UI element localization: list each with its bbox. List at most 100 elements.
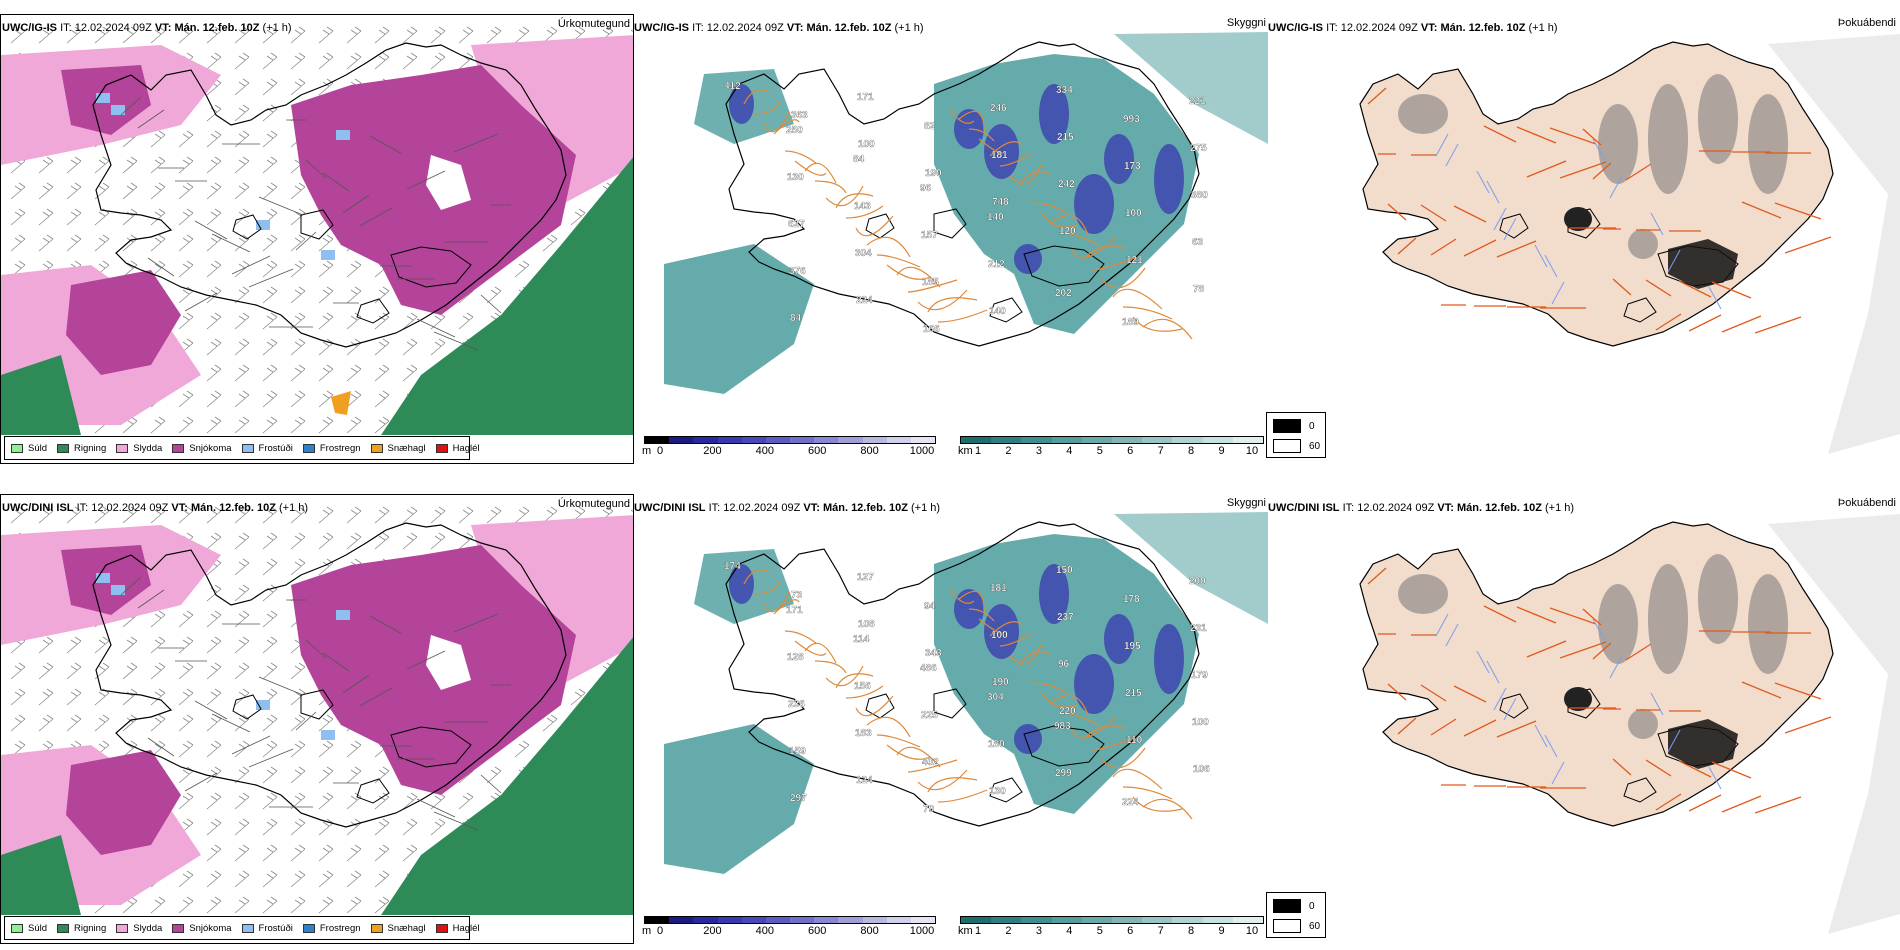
panel-title-fog-row1: UWC/IG-IS IT: 12.02.2024 09Z VT: Mán. 12… [1268, 22, 1558, 34]
wind-barb [290, 286, 306, 304]
ceiling-value-label: 166 [923, 324, 940, 335]
river-line [1476, 650, 1490, 674]
ceiling-value-label: 143 [854, 201, 871, 212]
road-line [147, 737, 175, 757]
wind-barb [178, 390, 194, 408]
it-value: 12.02.2024 09Z [91, 502, 169, 514]
ceiling-value-label: 363 [791, 110, 808, 121]
glacier-outline [1023, 725, 1105, 767]
precip-legend-item: Rigning [57, 443, 106, 454]
fog-shading [1598, 104, 1638, 184]
precip-legend-item: Rigning [57, 923, 106, 934]
road-line [968, 608, 995, 622]
wind-barb [66, 182, 82, 200]
colorbar-segment [1202, 437, 1233, 443]
wind-barb [234, 662, 250, 680]
wind-barb [66, 662, 82, 680]
glacier-outline [232, 214, 262, 240]
road-line [120, 96, 142, 116]
wind-barb [262, 896, 278, 914]
wind-barb [38, 208, 54, 226]
road-line [794, 640, 827, 656]
fog-legend-row2: 0 60 [1266, 892, 1326, 938]
colorbar-tick: 8 [1188, 925, 1195, 937]
ceiling-value-label: 96 [1058, 659, 1070, 670]
ceiling-value-label: 171 [857, 92, 874, 103]
road-line [773, 119, 800, 135]
wind-barb [346, 312, 362, 330]
road-line [1397, 237, 1417, 255]
panel-name: Úrkomutegund [557, 18, 630, 30]
freezing-drizzle-patch [321, 250, 335, 260]
colorbar-segment [862, 917, 887, 923]
wind-barb [346, 286, 362, 304]
wind-barb [346, 844, 362, 862]
road-line [211, 233, 251, 253]
lead-time: (+1 h) [279, 502, 309, 514]
colorbar-segment [1021, 437, 1052, 443]
colorbar-segments [960, 916, 1264, 924]
ceiling-value-label: 108 [858, 619, 875, 630]
road-line [1367, 87, 1387, 105]
river-line [1445, 623, 1459, 647]
colorbar-segment [886, 437, 911, 443]
fog-shading [1748, 94, 1788, 194]
legend-label: Frostregn [319, 922, 361, 934]
colorbar-segment [1172, 437, 1203, 443]
colorbar-tick: 7 [1157, 445, 1164, 457]
colorbar-segment [1051, 437, 1082, 443]
low-ceiling-patch [1104, 614, 1134, 664]
legend-swatch [1273, 899, 1301, 913]
low-ceiling-patch [1154, 144, 1184, 214]
it-value: 12.02.2024 09Z [706, 22, 784, 34]
glacier-outline [865, 693, 895, 719]
colorbar-segment [1142, 437, 1173, 443]
colorbar-segment [862, 437, 887, 443]
wind-barb [206, 130, 222, 148]
wind-barb [514, 740, 530, 758]
colorbar-segment [1202, 917, 1233, 923]
colorbar-segment [1142, 917, 1173, 923]
road-line [835, 673, 874, 689]
road-line [1009, 643, 1042, 665]
colorbar-tick: 10 [1245, 925, 1259, 937]
lead-time: (+1 h) [894, 22, 924, 34]
visibility-colorbar-row1: km 1 2 3 4 5 6 7 8 9 10 [958, 436, 1264, 460]
colorbar-tick: 10 [1245, 445, 1259, 457]
it-label: IT: [692, 22, 704, 34]
low-ceiling-patch [1074, 654, 1114, 714]
colorbar-segment [991, 437, 1022, 443]
wind-barb [402, 844, 418, 862]
it-value: 12.02.2024 09Z [1340, 22, 1418, 34]
wind-barb [234, 584, 250, 602]
vt-label: VT: [786, 22, 804, 34]
colorbar-tick: 0 [656, 925, 664, 937]
colorbar-tick: 7 [1157, 925, 1164, 937]
road-line [1009, 163, 1042, 185]
precip-legend-item: Súld [11, 923, 47, 934]
wind-barb [402, 506, 418, 524]
ceiling-value-label: 402 [922, 757, 939, 768]
low-visibility-ne-ocean [1114, 32, 1268, 144]
colorbar-tick: 6 [1127, 925, 1134, 937]
road-network [743, 89, 1193, 340]
wind-barb [122, 182, 138, 200]
ceiling-value-label: 343 [925, 648, 942, 659]
wind-barb [570, 208, 586, 226]
wind-barb [178, 286, 194, 304]
road-line [1030, 682, 1069, 696]
road-line [1019, 651, 1052, 667]
wind-barb [346, 532, 362, 550]
wind-barb [318, 844, 334, 862]
low-ceiling-patch [1039, 84, 1069, 144]
river-line [1435, 613, 1449, 637]
ceiling-value-label: 195 [1124, 641, 1141, 652]
road-line [194, 700, 228, 720]
ceiling-colorbar-row1: m 0 200 400 600 800 1000 [642, 436, 936, 460]
road-line [1071, 237, 1116, 259]
road-line [876, 254, 921, 268]
road-line [342, 194, 370, 214]
road-line [1132, 796, 1183, 812]
colorbar-segment [669, 917, 694, 923]
road-line [1142, 318, 1193, 340]
